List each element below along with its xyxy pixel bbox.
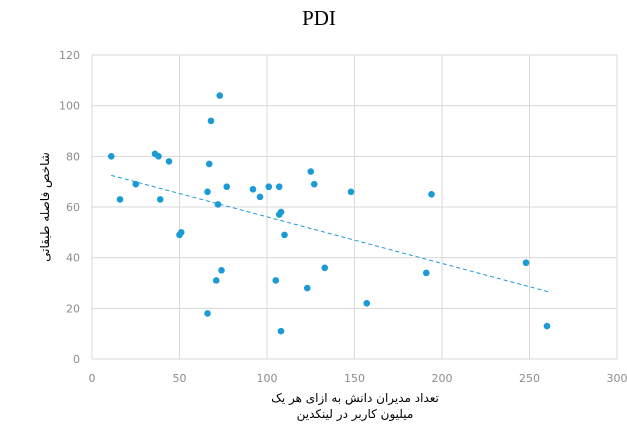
x-tick-label: 50 xyxy=(173,372,187,385)
x-tick-label: 250 xyxy=(519,372,540,385)
y-axis-label: شاخص فاصله طبقاتی xyxy=(38,152,53,262)
y-tick-label: 20 xyxy=(66,302,80,315)
data-point xyxy=(277,208,285,216)
data-point xyxy=(543,322,551,330)
x-tick-label: 150 xyxy=(344,372,365,385)
data-point xyxy=(307,168,315,175)
data-point xyxy=(428,191,435,198)
data-point xyxy=(347,188,355,196)
data-point xyxy=(204,188,211,196)
x-axis-label-line-2: میلیون کاربر در لینکدین xyxy=(297,407,414,422)
data-point xyxy=(363,299,371,307)
data-point xyxy=(522,259,530,267)
data-point xyxy=(207,117,215,125)
data-point xyxy=(321,264,329,272)
data-point xyxy=(155,153,162,160)
data-point xyxy=(223,183,231,191)
data-point xyxy=(107,153,115,160)
y-tick-label: 60 xyxy=(66,201,80,214)
y-tick-label: 100 xyxy=(59,100,80,113)
data-point xyxy=(256,193,264,201)
trendline-group xyxy=(111,174,549,293)
data-point xyxy=(277,327,285,335)
data-point xyxy=(275,183,283,191)
data-point xyxy=(165,158,173,165)
data-point xyxy=(116,196,124,203)
data-point xyxy=(212,277,220,284)
data-point xyxy=(205,160,213,168)
y-tick-label: 0 xyxy=(73,353,80,366)
data-point xyxy=(272,277,280,284)
y-tick-label: 80 xyxy=(66,150,80,163)
data-point xyxy=(204,310,211,317)
y-tick-label: 40 xyxy=(66,252,80,265)
data-point xyxy=(177,229,185,236)
data-point xyxy=(156,196,164,203)
data-point xyxy=(216,92,224,99)
data-point xyxy=(422,269,430,277)
data-points xyxy=(107,92,551,335)
x-tick-label: 0 xyxy=(89,372,96,385)
data-point xyxy=(281,231,288,239)
grid xyxy=(91,54,618,360)
data-point xyxy=(265,183,273,191)
data-point xyxy=(249,185,257,193)
tick-labels: 0 20 40 60 80 100 120 0 50 100 150 200 250 300 xyxy=(59,49,627,385)
data-point xyxy=(132,180,140,188)
x-tick-label: 100 xyxy=(257,372,278,385)
x-axis-label-line-1: تعداد مدیران دانش به ازای هر یک xyxy=(271,391,439,406)
x-tick-label: 200 xyxy=(432,372,453,385)
data-point xyxy=(218,267,225,274)
data-point xyxy=(303,284,311,292)
x-tick-label: 300 xyxy=(607,372,627,385)
data-point xyxy=(310,180,318,188)
data-point xyxy=(214,201,222,208)
y-tick-label: 120 xyxy=(59,49,80,62)
chart-title: PDI xyxy=(302,6,336,30)
trendline xyxy=(111,174,549,293)
